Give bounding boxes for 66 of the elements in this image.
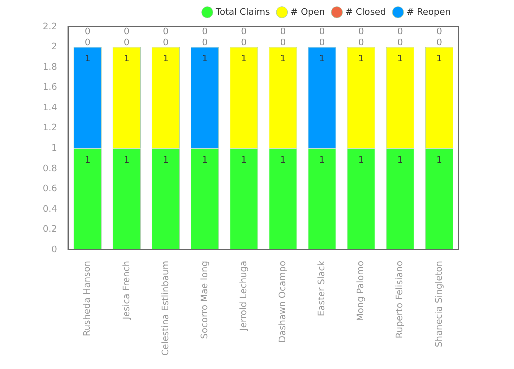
data-label: 0 [163,28,170,38]
data-label: 0 [84,28,91,38]
data-label: 1 [163,156,169,166]
legend-label: # Closed [346,8,386,18]
data-label: 0 [241,28,248,38]
data-label: 0 [358,38,364,49]
y-tick-label: 2.2 [42,22,58,32]
data-label: 0 [319,38,326,49]
data-label: 1 [398,54,404,65]
data-label: 0 [202,28,208,38]
x-tick-label: Jerrold Lechuga [239,261,250,332]
data-label: 0 [436,28,443,38]
y-tick-label: 1.2 [42,124,58,134]
x-tick-label: Socorro Mae long [200,261,210,340]
data-label: 1 [280,54,286,65]
data-label: 0 [398,38,404,49]
data-label: 1 [163,54,169,65]
data-label: 1 [241,156,247,166]
y-tick-label: 0 [52,245,58,256]
y-tick-label: 1 [52,144,58,154]
x-tick-label: Celestina Estlinbaum [161,261,172,356]
y-tick-label: 0.4 [42,204,58,215]
legend-label: Total Claims [215,8,270,18]
y-tick-label: 2 [52,42,58,53]
x-tick-label: Ruperto Felisiano [396,260,406,339]
data-label: 0 [280,38,286,49]
x-tick-label: Shanecia Singleton [434,261,445,348]
data-label: 1 [280,156,286,166]
y-tick-label: 0.8 [42,164,58,174]
y-tick-label: 0.6 [42,184,58,195]
x-tick-label: Mong Palomo [356,260,367,322]
x-tick-label: Rusheda Hanson [83,261,94,337]
y-tick-label: 0.2 [42,225,58,236]
data-label: 0 [241,38,248,49]
data-label: 1 [436,54,442,65]
data-label: 1 [436,156,442,166]
y-tick-label: 1.6 [42,83,58,94]
data-label: 1 [124,54,130,65]
data-label: 1 [319,156,326,166]
data-label: 1 [202,156,208,166]
data-label: 1 [202,54,208,65]
data-label: 0 [358,28,364,38]
data-label: 0 [280,28,286,38]
data-label: 0 [124,38,130,49]
y-tick-label: 1.4 [42,103,58,114]
legend-label: # Reopen [406,8,451,18]
data-label: 0 [398,28,404,38]
legend-label: # Open [290,8,326,18]
data-label: 1 [84,156,91,166]
data-label: 1 [398,156,404,166]
data-label: 0 [319,28,326,38]
data-label: 1 [84,54,91,65]
data-label: 1 [319,54,326,65]
x-tick-label: Easter Slack [318,260,328,316]
data-label: 0 [84,38,91,49]
x-tick-label: Jesica French [122,261,132,321]
data-label: 1 [241,54,247,65]
data-label: 1 [358,156,364,166]
data-label: 0 [124,28,130,38]
data-label: 0 [202,38,208,49]
x-tick-label: Dashawn Ocampo [278,260,289,343]
y-tick-label: 1.8 [42,62,58,73]
data-label: 1 [124,156,130,166]
data-label: 0 [436,38,443,49]
data-label: 1 [358,54,364,65]
data-label: 0 [163,38,170,49]
